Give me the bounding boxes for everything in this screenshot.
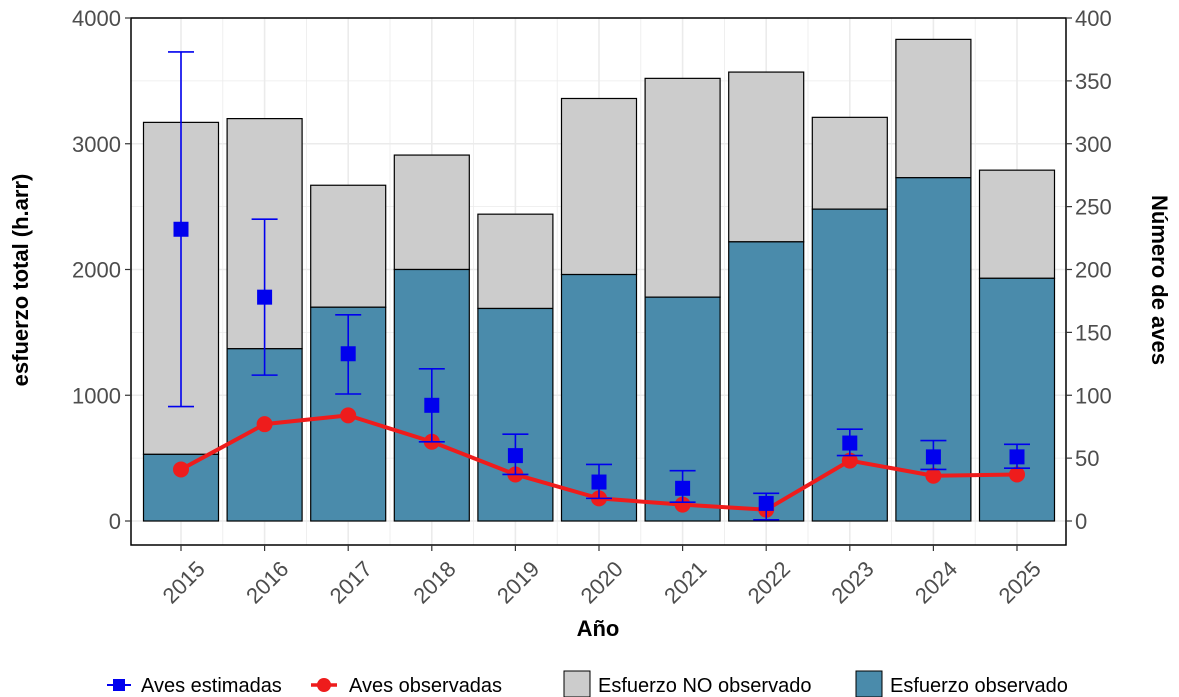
left-axis-tick-label: 1000 <box>72 383 121 408</box>
aves-estimadas-point <box>424 397 440 413</box>
bar-esfuerzo-observado <box>477 307 554 522</box>
legend-key-box-blue <box>855 670 883 697</box>
left-axis: 0 1000 2000 3000 4000 <box>72 6 131 534</box>
x-axis-tick-label: 2024 <box>910 556 962 608</box>
bar-esfuerzo-no-observado <box>310 184 387 308</box>
x-axis-tick-label: 2017 <box>325 556 377 608</box>
x-axis-tick-label: 2018 <box>408 556 460 608</box>
right-axis-tick-label: 200 <box>1075 258 1112 283</box>
bar-esfuerzo-no-observado <box>728 71 805 243</box>
right-axis-tick-label: 400 <box>1075 6 1112 31</box>
legend-label-esfuerzo-observado: Esfuerzo observado <box>890 675 1068 697</box>
x-axis-tick-label: 2015 <box>158 556 210 608</box>
aves-estimadas-point <box>507 448 523 464</box>
aves-observadas-point <box>925 467 942 484</box>
legend-item-aves-observadas: Aves observadas <box>311 675 502 697</box>
bar-esfuerzo-no-observado <box>560 97 638 276</box>
right-axis-tick-label: 350 <box>1075 69 1112 94</box>
aves-estimadas-point <box>257 289 273 305</box>
left-axis-tick-label: 0 <box>109 509 121 534</box>
x-axis: 2015 2016 2017 2018 2019 2020 2021 2022 2023 2024… <box>158 545 1046 608</box>
x-axis-tick-label: 2023 <box>826 556 878 608</box>
right-axis-tick-label: 150 <box>1075 320 1112 345</box>
bar-esfuerzo-no-observado <box>895 38 972 179</box>
bar-esfuerzo-no-observado <box>477 213 554 310</box>
left-axis-title: esfuerzo total (h.arr) <box>8 174 33 387</box>
bar-esfuerzo-no-observado <box>978 169 1056 279</box>
x-axis-tick-label: 2025 <box>994 556 1046 608</box>
x-axis-title: Año <box>577 616 620 641</box>
legend-label-aves-estimadas: Aves estimadas <box>141 675 282 697</box>
left-axis-tick-label: 2000 <box>72 258 121 283</box>
bar-esfuerzo-observado <box>728 241 805 522</box>
legend-key-box-grey <box>563 670 591 697</box>
legend-item-esfuerzo-observado: Esfuerzo observado <box>855 670 1068 697</box>
x-axis-tick-label: 2020 <box>576 556 628 608</box>
right-axis: 0 50 100 150 200 250 300 350 400 <box>1066 6 1112 534</box>
aves-estimadas-point <box>591 474 607 490</box>
estimated-points <box>168 51 1030 521</box>
bars <box>142 38 1056 522</box>
aves-estimadas-point <box>675 480 691 496</box>
aves-observadas-point <box>256 416 273 433</box>
bar-esfuerzo-no-observado <box>393 154 470 271</box>
legend-key-square <box>113 679 125 691</box>
x-axis-tick-label: 2021 <box>659 556 711 608</box>
aves-estimadas-point <box>758 495 774 511</box>
x-axis-tick-label: 2022 <box>743 556 795 608</box>
right-axis-tick-label: 0 <box>1075 509 1087 534</box>
aves-observadas-point <box>1009 466 1025 483</box>
aves-observadas-point <box>340 407 357 424</box>
left-axis-tick-label: 4000 <box>72 6 121 31</box>
right-axis-tick-label: 100 <box>1075 383 1112 408</box>
bar-esfuerzo-no-observado <box>811 116 888 210</box>
legend-key-circle <box>317 678 331 692</box>
legend-label-aves-observadas: Aves observadas <box>349 675 502 697</box>
right-axis-tick-label: 250 <box>1075 195 1112 220</box>
aves-observadas-point <box>841 452 858 469</box>
aves-observadas-point <box>674 496 691 513</box>
bar-esfuerzo-no-observado <box>644 77 721 298</box>
legend: Aves estimadas Aves observadas Esfuerzo … <box>107 670 1068 697</box>
right-axis-title: Número de aves <box>1147 195 1172 365</box>
aves-estimadas-point <box>1009 449 1025 465</box>
right-axis-tick-label: 50 <box>1075 446 1099 471</box>
aves-estimadas-point <box>925 449 941 465</box>
left-axis-tick-label: 3000 <box>72 132 121 157</box>
legend-item-aves-estimadas: Aves estimadas <box>107 675 282 697</box>
bar-esfuerzo-observado <box>978 277 1056 522</box>
right-axis-tick-label: 300 <box>1075 132 1112 157</box>
x-axis-tick-label: 2016 <box>241 556 293 608</box>
aves-estimadas-point <box>340 346 356 362</box>
x-axis-tick-label: 2019 <box>492 556 544 608</box>
aves-estimadas-point <box>173 221 189 237</box>
legend-label-esfuerzo-no-observado: Esfuerzo NO observado <box>598 675 811 697</box>
legend-item-esfuerzo-no-observado: Esfuerzo NO observado <box>563 670 811 697</box>
bar-esfuerzo-observado <box>811 208 888 522</box>
bar-esfuerzo-observado <box>560 273 638 522</box>
aves-observadas-point <box>173 461 189 478</box>
aves-estimadas-point <box>842 435 858 451</box>
